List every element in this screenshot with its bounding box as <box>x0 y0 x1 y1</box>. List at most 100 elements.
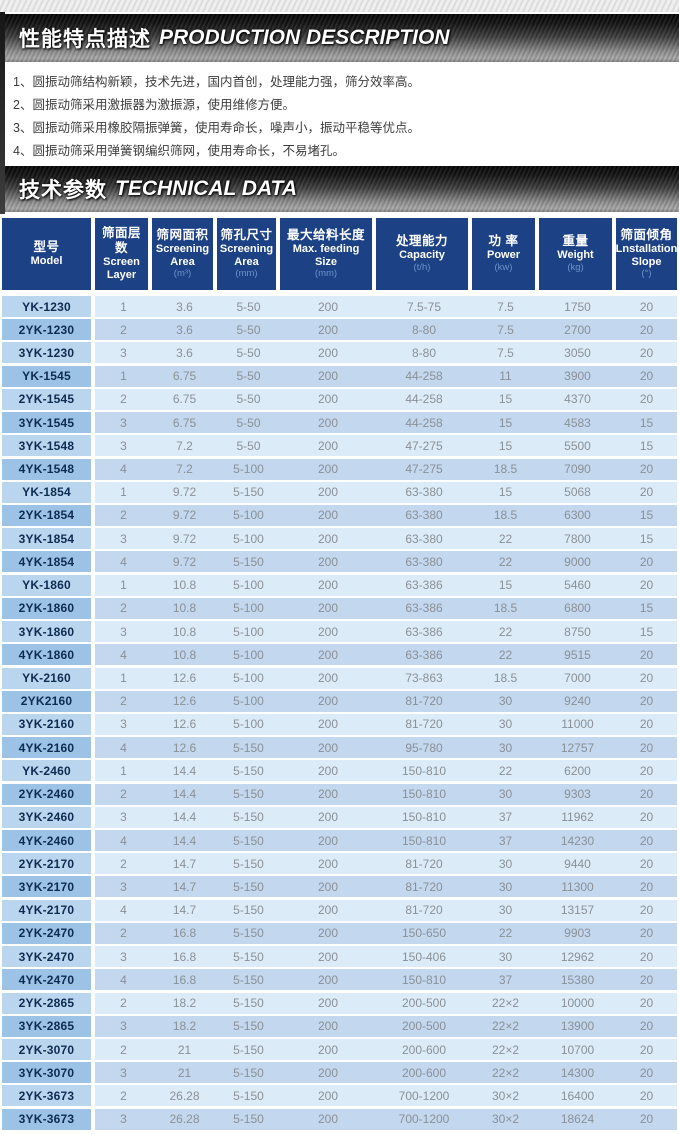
cell-value: 63-380 <box>405 485 443 500</box>
column-label-zh: 型号 <box>33 239 60 254</box>
cell-value: 14.7 <box>172 879 197 894</box>
cell-value: 5-150 <box>233 554 264 569</box>
cell-value: 8750 <box>564 624 591 639</box>
row-values-band: 4 12.6 5-150 200 95-780 30 12757 20 <box>95 737 677 759</box>
cell-value: 9515 <box>564 647 591 662</box>
cell-value: 30 <box>498 787 513 802</box>
cell-value: 2 <box>120 601 127 616</box>
column-label-en: Model <box>30 255 63 268</box>
cell-value: 7.5-75 <box>406 299 442 314</box>
row-values-band: 3 18.2 5-150 200 200-500 22×2 13900 20 <box>95 1015 677 1037</box>
cell-model: YK-1230 <box>2 296 91 317</box>
cell-value: 20 <box>639 462 654 477</box>
cell-value: 44-258 <box>405 392 443 407</box>
cell-value: 11000 <box>561 717 594 732</box>
cell-value: 44-258 <box>405 415 443 430</box>
cell-value: 20 <box>639 578 654 593</box>
cell-value: 200 <box>317 322 339 337</box>
table-row: 4YK-1548 4 7.2 5-100 200 47-275 18.5 7090 20 <box>2 458 677 480</box>
cell-value: 6300 <box>564 508 591 523</box>
cell-model: 2YK-3673 <box>2 1085 91 1107</box>
cell-value: 8-80 <box>411 322 437 337</box>
cell-value: 200 <box>317 833 339 848</box>
cell-value: 6.75 <box>172 369 197 384</box>
cell-value: 30 <box>498 949 513 964</box>
cell-value: 20 <box>639 694 654 709</box>
cell-value: 81-720 <box>405 903 443 918</box>
cell-value: 200 <box>317 647 339 662</box>
cell-value: 5-50 <box>236 345 261 360</box>
cell-value: 20 <box>639 972 654 987</box>
left-edge-bar <box>0 12 5 214</box>
cell-value: 11 <box>499 369 512 384</box>
cell-value: 5-100 <box>233 462 264 477</box>
table-row: 2YK-2170 2 14.7 5-150 200 81-720 30 9440 20 <box>2 853 677 875</box>
cell-value: 11300 <box>561 879 594 894</box>
cell-value: 13900 <box>560 1019 595 1034</box>
cell-value: 20 <box>639 671 654 685</box>
cell-value: 5-150 <box>233 1019 264 1034</box>
cell-value: 3 <box>120 717 127 732</box>
cell-value: 3050 <box>564 345 591 360</box>
row-values-band: 4 7.2 5-100 200 47-275 18.5 7090 20 <box>95 458 677 480</box>
technical-title-en: TECHNICAL DATA <box>115 177 297 200</box>
cell-value: 12962 <box>560 949 595 964</box>
cell-value: 81-720 <box>405 717 443 732</box>
cell-value: 4 <box>120 972 127 987</box>
cell-value: 5-50 <box>236 415 261 430</box>
row-values-band: 4 14.7 5-150 200 81-720 30 13157 20 <box>95 899 677 921</box>
cell-value: 14.7 <box>172 903 197 918</box>
cell-value: 20 <box>639 949 654 964</box>
feature-item: 1、圆振动筛结构新颖，技术先进，国内首创，处理能力强，筛分效率高。 <box>13 75 420 89</box>
cell-value: 15 <box>639 508 654 523</box>
feature-item: 3、圆振动筛采用橡胶隔振弹簧，使用寿命长，噪声小，振动平稳等优点。 <box>13 121 420 135</box>
table-row: 4YK-2460 4 14.4 5-150 200 150-810 37 14230 20 <box>2 830 677 852</box>
cell-model: 4YK-2170 <box>2 899 91 921</box>
cell-value: 200 <box>317 601 339 616</box>
cell-value: 16.8 <box>172 972 197 987</box>
column-label-en: Power <box>486 249 520 262</box>
cell-value: 15380 <box>560 972 595 987</box>
cell-value: 2 <box>120 392 127 407</box>
row-values-band: 1 9.72 5-150 200 63-380 15 5068 20 <box>95 481 677 503</box>
column-label-en: Weight <box>557 249 594 262</box>
cell-value: 22 <box>498 624 513 639</box>
cell-value: 1 <box>120 671 127 685</box>
cell-value: 200-500 <box>401 1019 447 1034</box>
cell-value: 30×2 <box>491 1088 520 1103</box>
cell-value: 5-150 <box>233 740 264 755</box>
cell-value: 5-50 <box>236 392 261 407</box>
cell-value: 12.6 <box>172 694 197 709</box>
table-row: 4YK-2160 4 12.6 5-150 200 95-780 30 12757 20 <box>2 737 677 759</box>
column-unit: (mm) <box>235 268 258 280</box>
column-header-model: 型号 Model <box>2 218 91 290</box>
feature-item: 4、圆振动筛采用弹簧钢编织筛网，使用寿命长，不易堵孔。 <box>13 144 345 158</box>
cell-value: 200 <box>317 369 339 384</box>
cell-value: 3 <box>120 345 127 360</box>
cell-model: 4YK-2460 <box>2 830 91 852</box>
cell-value: 5-150 <box>233 1088 264 1103</box>
cell-value: 9.72 <box>172 508 197 523</box>
cell-value: 6.75 <box>172 415 197 430</box>
table-row: 3YK-1230 3 3.6 5-50 200 8-80 7.5 3050 20 <box>2 342 677 364</box>
row-values-band: 2 18.2 5-150 200 200-500 22×2 10000 20 <box>95 992 677 1014</box>
cell-value: 20 <box>639 485 654 500</box>
table-header-row: 型号 Model 筛面层数 Screen Layer 筛网面积 Screening Are… <box>2 218 677 290</box>
cell-value: 47-275 <box>405 438 443 453</box>
cell-value: 12.6 <box>172 717 197 732</box>
cell-value: 4 <box>120 833 127 848</box>
cell-value: 2 <box>120 1088 127 1103</box>
cell-model: 4YK-2160 <box>2 737 91 759</box>
cell-model: 2YK-1854 <box>2 504 91 526</box>
cell-value: 63-386 <box>405 578 443 593</box>
row-values-band: 2 3.6 5-50 200 8-80 7.5 2700 20 <box>95 319 677 341</box>
feature-list: 1、圆振动筛结构新颖，技术先进，国内首创，处理能力强，筛分效率高。 2、圆振动筛… <box>0 62 679 166</box>
cell-value: 20 <box>639 647 654 662</box>
row-values-band: 3 9.72 5-100 200 63-380 22 7800 15 <box>95 528 677 550</box>
cell-value: 10.8 <box>172 578 197 593</box>
cell-value: 63-386 <box>405 647 443 662</box>
cell-value: 10000 <box>560 996 595 1011</box>
table-row: YK-2460 1 14.4 5-150 200 150-810 22 6200 20 <box>2 760 677 782</box>
column-label-zh: 筛面倾角 <box>620 227 673 242</box>
